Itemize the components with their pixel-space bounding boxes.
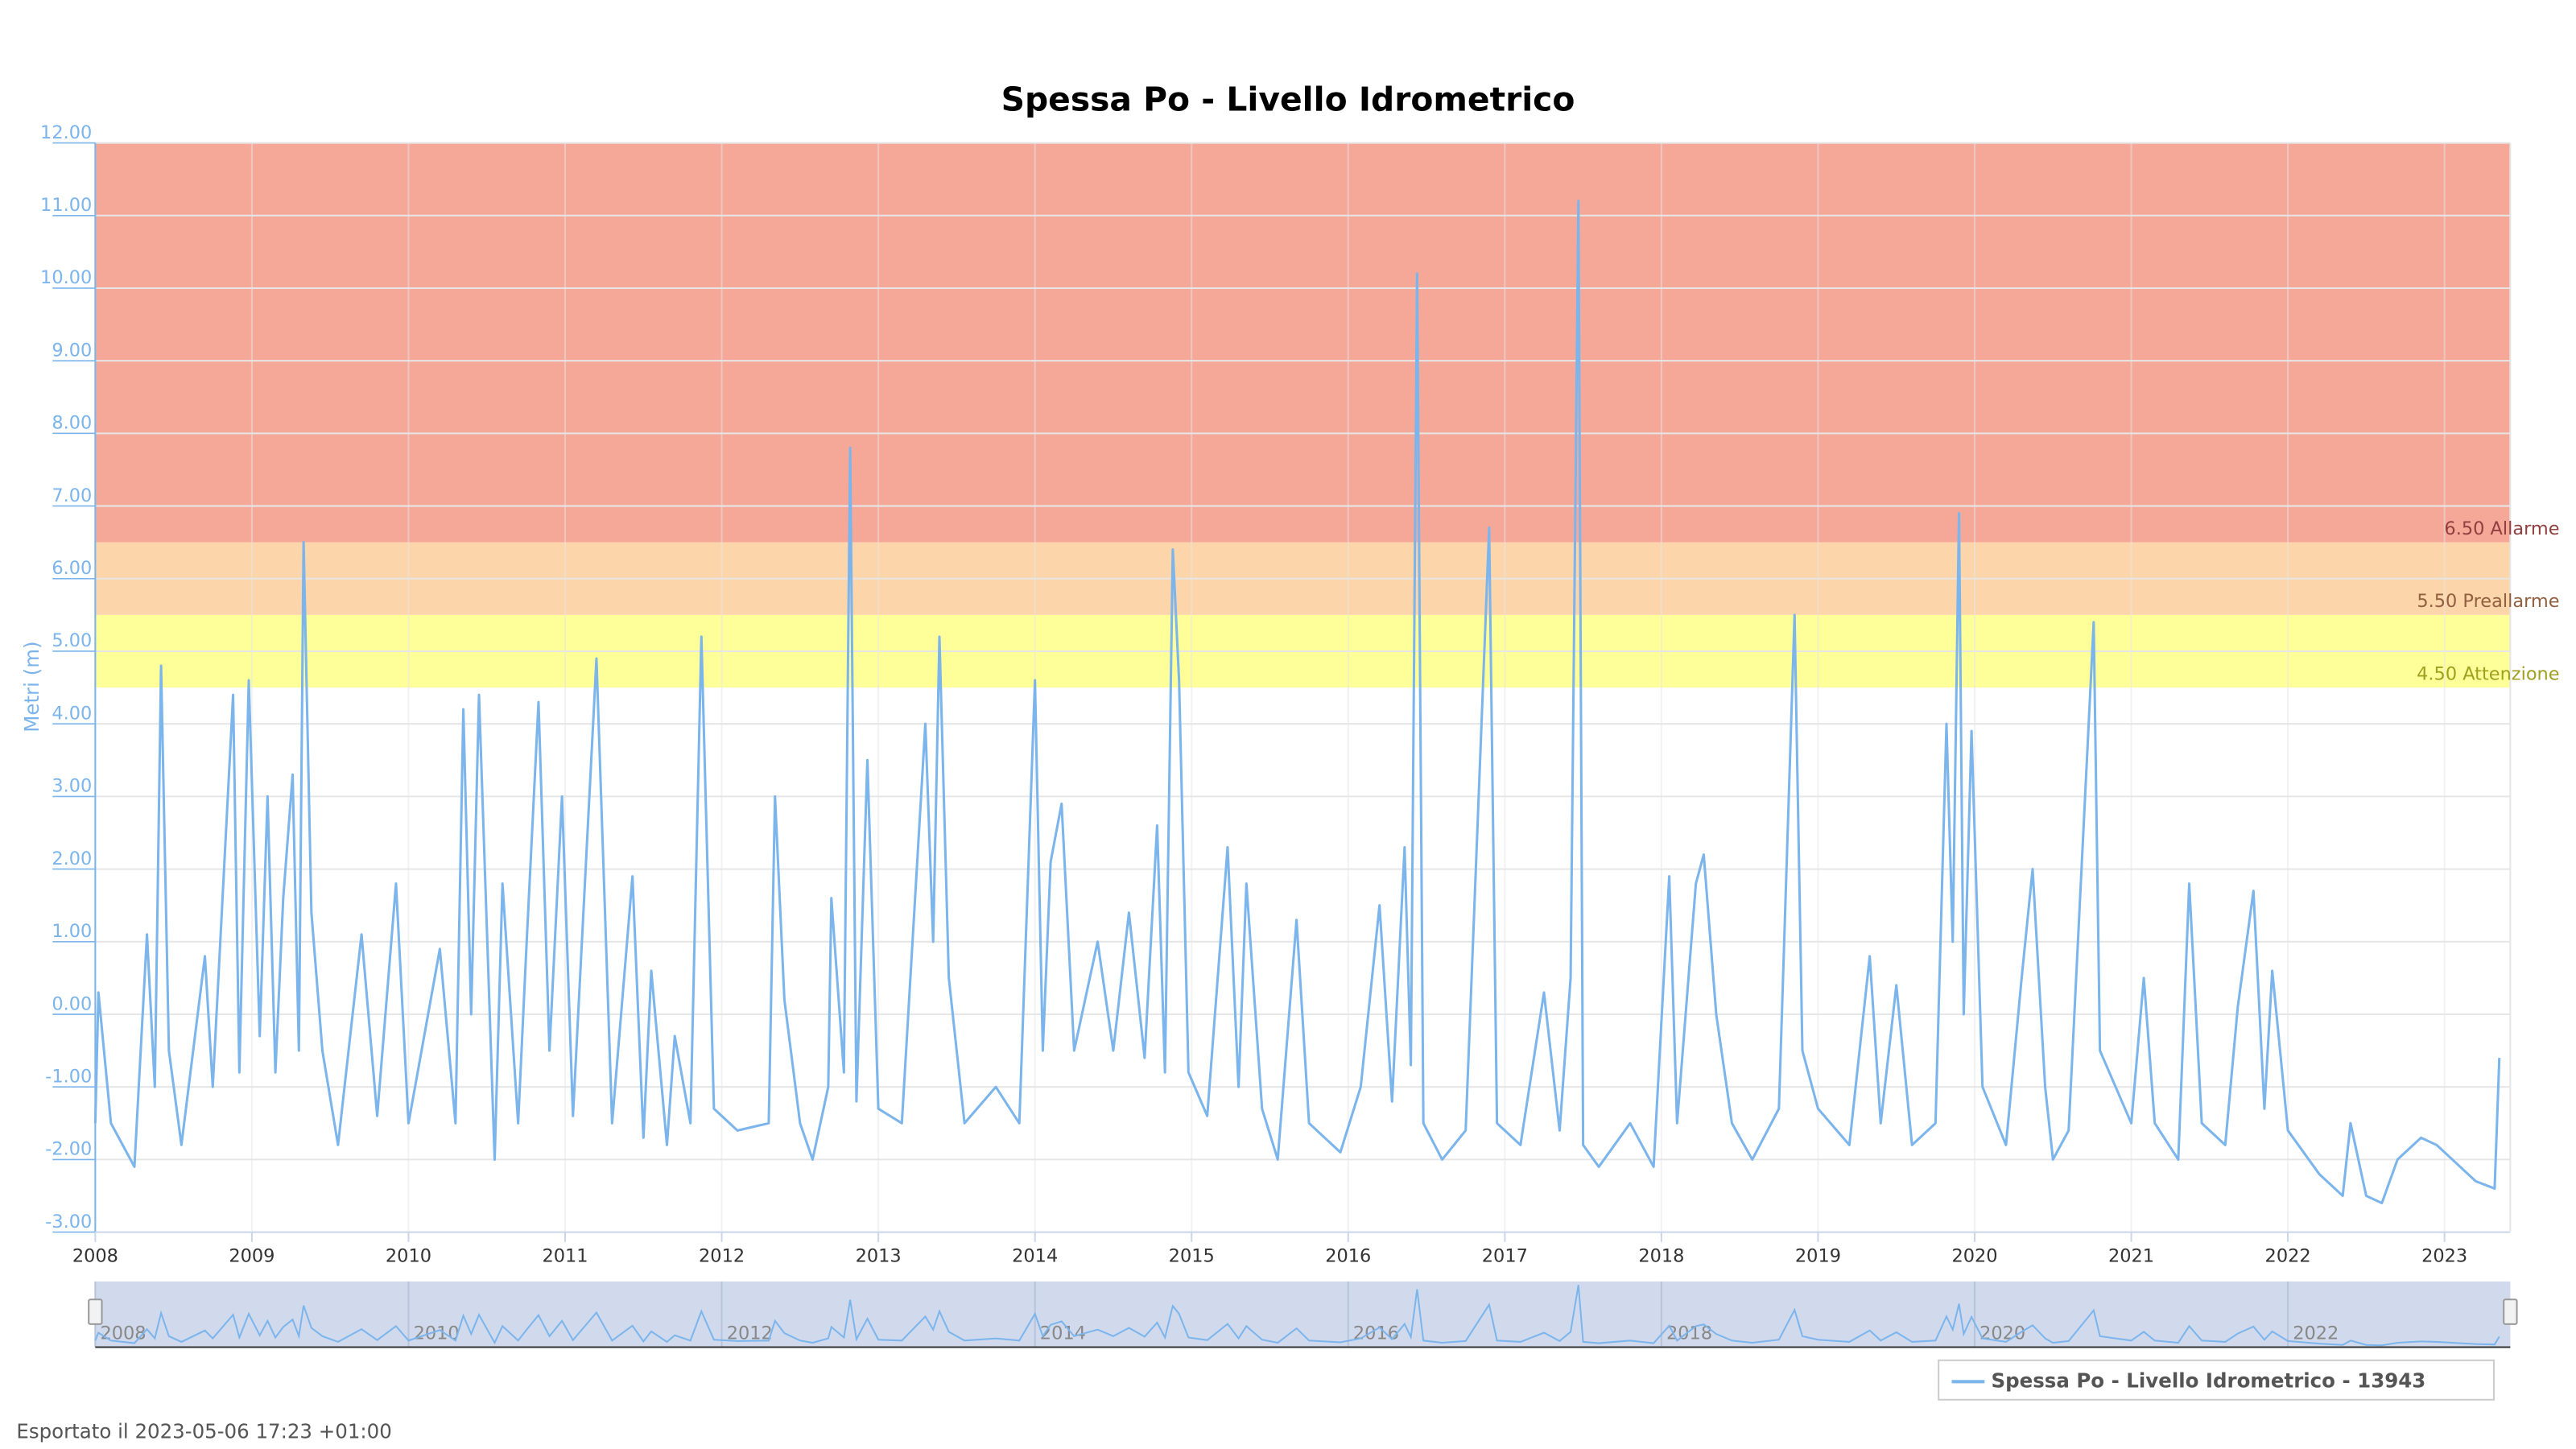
y-tick-label: 11.00	[40, 195, 92, 216]
x-tick-label: 2011	[542, 1246, 588, 1267]
navigator-label: 2010	[414, 1323, 460, 1344]
y-tick-label: 5.00	[52, 630, 92, 651]
navigator-handle	[88, 1298, 103, 1325]
y-tick-label: 1.00	[52, 921, 92, 942]
x-tick-label: 2015	[1169, 1246, 1215, 1267]
y-tick-label: 3.00	[52, 776, 92, 797]
x-tick-label: 2013	[856, 1246, 902, 1267]
y-axis-label: Metri (m)	[20, 641, 43, 732]
x-tick-label: 2010	[386, 1246, 431, 1267]
y-tick-label: 7.00	[52, 485, 92, 506]
y-tick-label: 4.00	[52, 703, 92, 724]
threshold-label: 4.50 Attenzione	[2417, 663, 2559, 684]
x-tick-label: 2019	[1795, 1246, 1841, 1267]
y-tick-label: 2.00	[52, 848, 92, 869]
x-tick-label: 2009	[229, 1246, 275, 1267]
series-line	[93, 200, 2501, 1205]
navigator-label: 2016	[1353, 1323, 1399, 1344]
x-tick-label: 2012	[699, 1246, 745, 1267]
x-tick-label: 2021	[2108, 1246, 2154, 1267]
x-tick-label: 2018	[1638, 1246, 1684, 1267]
threshold-label: 5.50 Preallarme	[2417, 591, 2559, 612]
navigator-handle	[2503, 1298, 2518, 1325]
navigator-label: 2008	[100, 1323, 146, 1344]
y-tick-label: 12.00	[40, 122, 92, 143]
x-tick-label: 2017	[1482, 1246, 1528, 1267]
chart-title: Spessa Po - Livello Idrometrico	[1001, 80, 1575, 119]
y-tick-label: -2.00	[45, 1139, 92, 1160]
x-tick-label: 2020	[1951, 1246, 1997, 1267]
navigator-line	[94, 1285, 2500, 1347]
y-tick-label: 9.00	[52, 340, 92, 361]
legend-box	[1938, 1359, 2495, 1401]
x-tick-label: 2014	[1012, 1246, 1058, 1267]
y-tick-label: 8.00	[52, 413, 92, 434]
legend-label: Spessa Po - Livello Idrometrico - 13943	[1991, 1368, 2425, 1392]
y-tick-label: -1.00	[45, 1066, 92, 1087]
y-tick-label: -3.00	[45, 1212, 92, 1232]
x-tick-label: 2008	[72, 1246, 118, 1267]
y-tick-label: 0.00	[52, 993, 92, 1014]
y-tick-label: 10.00	[40, 267, 92, 288]
x-tick-label: 2016	[1325, 1246, 1371, 1267]
threshold-label: 6.50 Allarme	[2444, 518, 2559, 539]
footer: Esportato il 2023-05-06 17:23 +01:00	[16, 1420, 391, 1443]
threshold-band	[95, 142, 2511, 543]
y-tick-label: 6.00	[52, 558, 92, 579]
navigator-label: 2022	[2293, 1323, 2339, 1344]
x-tick-label: 2022	[2265, 1246, 2311, 1267]
navigator-label: 2014	[1040, 1323, 1086, 1344]
x-tick-label: 2023	[2421, 1246, 2467, 1267]
